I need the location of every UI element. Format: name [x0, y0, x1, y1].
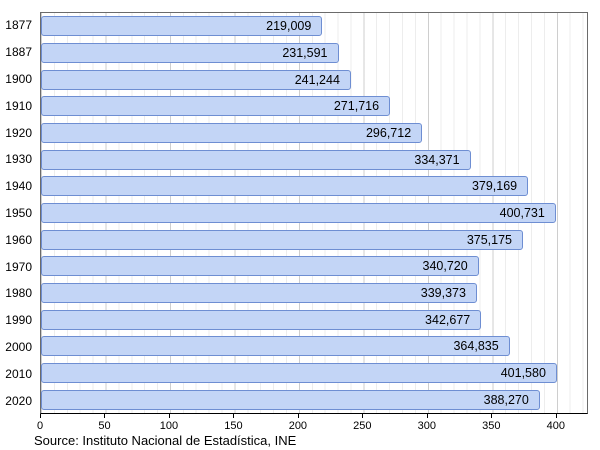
chart-row: 219,009 — [41, 13, 587, 40]
x-tick-mark — [491, 414, 493, 418]
x-tick-label: 200 — [288, 420, 308, 432]
y-axis-label: 2020 — [5, 393, 32, 408]
chart-row: 401,580 — [41, 360, 587, 387]
y-axis-label: 1910 — [5, 98, 32, 113]
bar: 400,731 — [41, 203, 556, 224]
y-axis-label: 2000 — [5, 339, 32, 354]
y-axis-label: 1950 — [5, 205, 32, 220]
chart-row: 296,712 — [41, 120, 587, 147]
bar-value-label: 339,373 — [420, 286, 466, 301]
x-tick-label: 250 — [353, 420, 372, 432]
y-axis-labels: 1877 1887 1900 1910 1920 1930 1940 1950 1960 1970… — [0, 12, 36, 414]
y-axis-label: 2010 — [5, 366, 32, 381]
bar: 375,175 — [41, 229, 523, 250]
x-tick-label: 350 — [482, 420, 501, 432]
chart-row: 388,270 — [41, 386, 587, 413]
bar: 340,720 — [41, 256, 479, 277]
bar: 241,244 — [41, 69, 351, 90]
x-axis: 0 50 100 150 200 250 300 350 400 — [36, 414, 588, 436]
bar-value-label: 219,009 — [266, 19, 312, 34]
source-note: Source: Instituto Nacional de Estadístic… — [34, 433, 297, 448]
bar: 296,712 — [41, 123, 423, 144]
y-axis-label: 1940 — [5, 179, 32, 194]
y-axis-label: 1990 — [5, 313, 32, 328]
bar: 339,373 — [41, 283, 477, 304]
chart-row: 375,175 — [41, 226, 587, 253]
bar-value-label: 334,371 — [414, 152, 460, 167]
x-tick-mark — [168, 414, 170, 418]
bar: 219,009 — [41, 16, 323, 37]
bar: 364,835 — [41, 336, 510, 357]
chart-row: 339,373 — [41, 280, 587, 307]
x-tick-mark — [555, 414, 557, 418]
y-axis-label: 1920 — [5, 125, 32, 140]
chart-row: 342,677 — [41, 306, 587, 333]
x-tick-mark — [233, 414, 235, 418]
chart-row: 340,720 — [41, 253, 587, 280]
chart-row: 379,169 — [41, 173, 587, 200]
y-axis-label: 1877 — [5, 18, 32, 33]
x-tick-label: 150 — [224, 420, 243, 432]
bar-value-label: 231,591 — [282, 46, 328, 60]
bar: 334,371 — [41, 149, 471, 170]
bar: 401,580 — [41, 363, 557, 384]
y-axis-label: 1887 — [5, 45, 32, 60]
bar: 379,169 — [41, 176, 529, 197]
x-tick-label: 50 — [98, 420, 111, 432]
y-axis-label: 1960 — [5, 232, 32, 247]
chart-row: 364,835 — [41, 333, 587, 360]
x-tick-mark — [362, 414, 364, 418]
bar-value-label: 388,270 — [483, 392, 529, 407]
x-tick-mark — [426, 414, 428, 418]
chart-row: 231,591 — [41, 40, 587, 67]
y-axis-label: 1980 — [5, 286, 32, 301]
bar-value-label: 271,716 — [333, 99, 380, 114]
chart-row: 334,371 — [41, 146, 587, 173]
plot-area: 219,009 231,591 241,244 271,716 296,712 334,3… — [40, 12, 588, 414]
x-tick-mark — [40, 414, 41, 418]
bar-value-label: 375,175 — [466, 232, 512, 247]
bar: 271,716 — [41, 96, 391, 117]
chart-row: 241,244 — [41, 66, 587, 93]
bar: 388,270 — [41, 389, 540, 410]
chart-row: 400,731 — [41, 200, 587, 227]
x-tick-label: 0 — [36, 420, 44, 432]
y-axis-label: 1930 — [5, 152, 32, 167]
bar-value-label: 379,169 — [471, 179, 518, 194]
bar-value-label: 241,244 — [294, 72, 340, 87]
x-tick-label: 300 — [417, 420, 436, 432]
x-tick-mark — [104, 414, 106, 418]
bar-value-label: 340,720 — [422, 259, 468, 274]
bar-value-label: 342,677 — [425, 312, 471, 327]
x-tick-mark — [297, 414, 299, 418]
bar: 342,677 — [41, 309, 482, 330]
x-tick-label: 400 — [546, 420, 565, 432]
x-tick-label: 100 — [159, 420, 179, 432]
bar-value-label: 401,580 — [500, 366, 546, 381]
y-axis-label: 1970 — [5, 259, 32, 274]
bar-value-label: 296,712 — [365, 126, 412, 141]
bar-value-label: 400,731 — [499, 206, 545, 221]
bar-value-label: 364,835 — [453, 339, 499, 354]
chart-row: 271,716 — [41, 93, 587, 120]
bar: 231,591 — [41, 43, 339, 63]
y-axis-label: 1900 — [5, 71, 32, 86]
